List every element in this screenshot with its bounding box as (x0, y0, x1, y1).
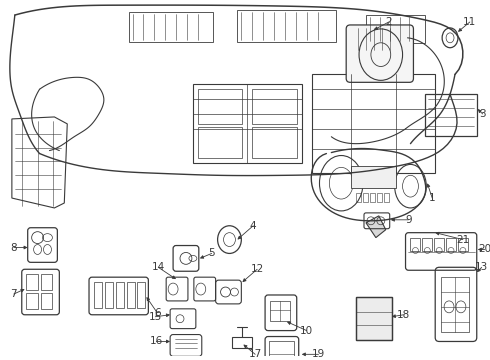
Text: 3: 3 (479, 109, 486, 119)
Bar (41, 293, 52, 309)
Bar (422, 238, 432, 252)
Bar (232, 337, 252, 348)
Bar (126, 282, 135, 308)
Text: 19: 19 (312, 349, 325, 359)
Bar (198, 127, 243, 158)
Bar (270, 301, 290, 321)
Bar (363, 193, 368, 202)
Text: 20: 20 (478, 244, 490, 255)
Bar (94, 282, 102, 308)
Bar (434, 238, 444, 252)
Bar (356, 193, 361, 202)
Bar (116, 282, 123, 308)
Text: 21: 21 (456, 235, 469, 244)
Bar (366, 15, 425, 43)
Bar (384, 193, 389, 202)
Text: 13: 13 (475, 262, 489, 272)
Bar (351, 166, 395, 188)
Bar (446, 238, 456, 252)
Text: 18: 18 (397, 310, 410, 320)
Bar (458, 238, 468, 252)
Text: 1: 1 (429, 193, 436, 203)
Bar (370, 193, 375, 202)
Bar (252, 89, 297, 124)
FancyBboxPatch shape (346, 25, 414, 82)
Text: 15: 15 (148, 312, 162, 322)
Text: 5: 5 (208, 248, 215, 258)
Bar (237, 10, 336, 42)
Text: 8: 8 (11, 243, 17, 252)
Text: 14: 14 (151, 262, 165, 272)
Bar (128, 12, 213, 42)
Text: 2: 2 (386, 17, 392, 27)
Bar (312, 75, 435, 173)
Text: 16: 16 (149, 337, 163, 346)
Text: 10: 10 (300, 325, 313, 336)
Bar (269, 342, 294, 360)
Text: 17: 17 (248, 349, 262, 359)
Bar (25, 293, 38, 309)
Text: 12: 12 (250, 264, 264, 274)
Bar (377, 193, 382, 202)
Bar (356, 297, 392, 341)
Bar (252, 127, 297, 158)
Text: 6: 6 (154, 308, 161, 318)
Text: 9: 9 (405, 215, 412, 225)
Text: 7: 7 (11, 289, 17, 299)
Bar (25, 274, 38, 290)
Bar (411, 238, 420, 252)
Bar (138, 282, 146, 308)
Bar (198, 89, 243, 124)
Text: 11: 11 (463, 17, 476, 27)
Polygon shape (366, 216, 386, 238)
Bar (41, 274, 52, 290)
Bar (356, 297, 392, 341)
Bar (441, 277, 469, 332)
Bar (105, 282, 113, 308)
Bar (193, 84, 302, 163)
Text: 4: 4 (250, 221, 257, 231)
Bar (425, 94, 477, 136)
